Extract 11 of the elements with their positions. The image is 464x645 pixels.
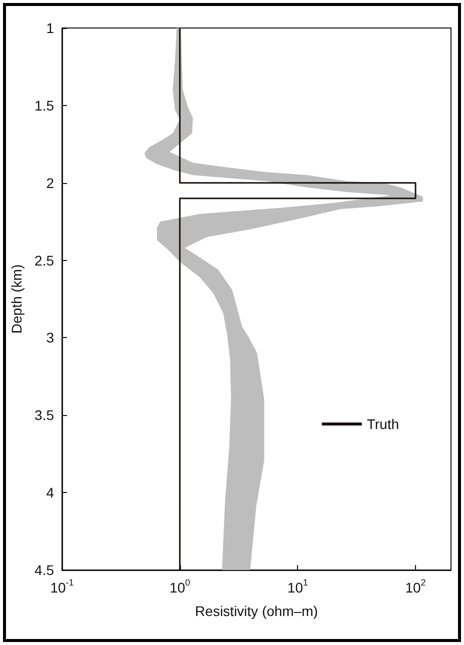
y-tick-label: 1.5 <box>34 97 54 114</box>
x-axis-title: Resistivity (ohm–m) <box>195 603 318 619</box>
y-tick-label: 1 <box>46 20 54 36</box>
y-tick-label: 3 <box>46 330 54 346</box>
y-tick-label: 4 <box>46 484 54 501</box>
legend-label: Truth <box>366 416 399 432</box>
y-tick-label: 2.5 <box>34 252 54 268</box>
y-tick-label: 4.5 <box>34 562 54 578</box>
y-tick-label: 2 <box>46 174 54 191</box>
y-axis-title: Depth (km) <box>8 264 25 334</box>
y-tick-label: 3.5 <box>34 407 54 424</box>
